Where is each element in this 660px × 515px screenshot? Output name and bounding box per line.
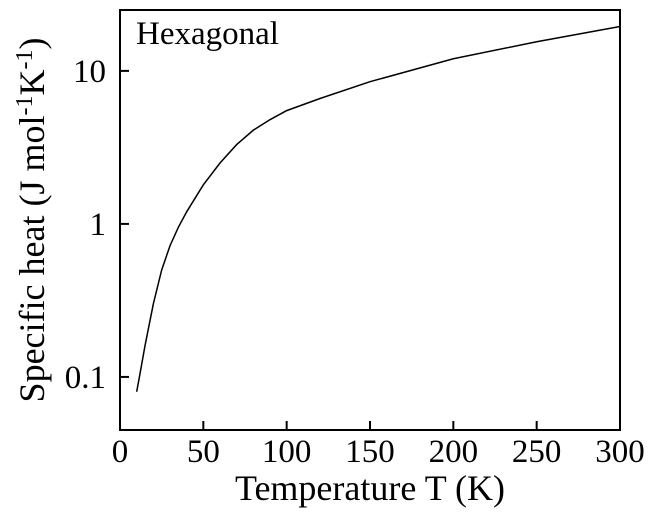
x-tick-label: 200 <box>429 434 479 470</box>
specific-heat-curve <box>135 25 621 392</box>
x-tick-label: 250 <box>512 434 562 470</box>
y-axis-title: Specific heat (J mol-1K-1) <box>12 38 52 403</box>
x-axis-ticks: 0 50 100 150 200 250 300 <box>112 421 645 470</box>
y-axis-title-sup-1: -1 <box>12 96 38 116</box>
x-tick-label: 150 <box>345 434 395 470</box>
y-tick-label: 0.1 <box>65 360 106 396</box>
x-axis-title: Temperature T (K) <box>235 468 505 508</box>
x-tick-label: 50 <box>187 434 220 470</box>
y-tick-label: 10 <box>73 54 106 90</box>
y-axis-title-sup-2: -1 <box>12 50 38 70</box>
y-tick-label: 1 <box>90 207 107 243</box>
x-tick-label: 0 <box>112 434 129 470</box>
plot-frame <box>119 9 621 431</box>
y-axis-title-part-e: ) <box>12 38 52 50</box>
y-axis-ticks: 0.1 1 10 <box>65 54 129 396</box>
x-tick-label: 300 <box>595 434 645 470</box>
y-axis-title-part-a: Specific heat (J mol <box>12 116 52 403</box>
y-axis-title-part-c: K <box>12 70 52 96</box>
x-tick-label: 100 <box>262 434 312 470</box>
annotation-hexagonal: Hexagonal <box>136 16 279 52</box>
